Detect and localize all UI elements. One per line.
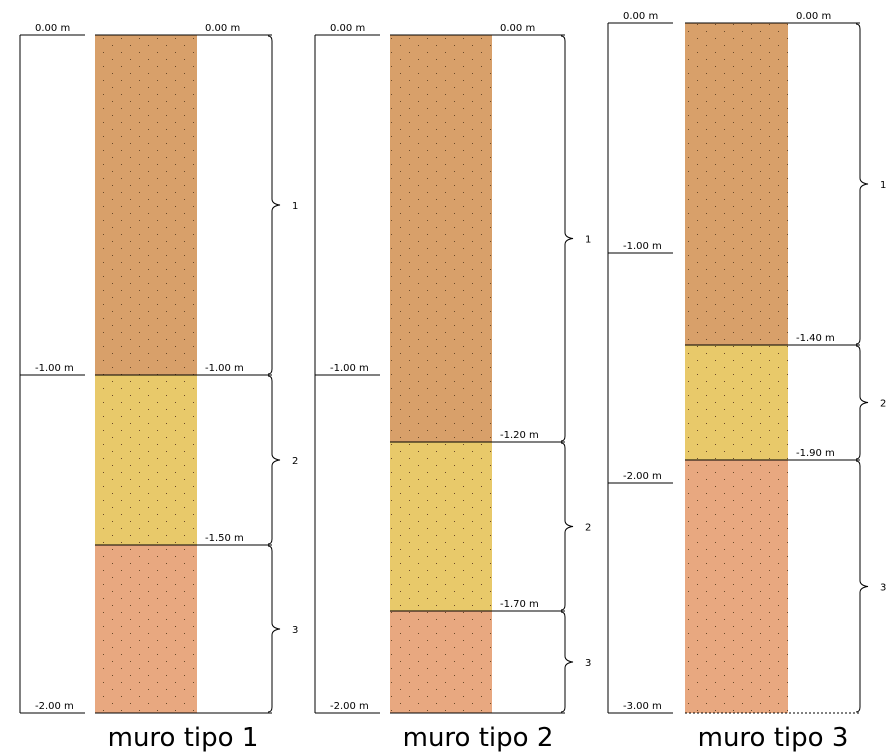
scale-label: -2.00 m bbox=[623, 471, 662, 482]
layer-number: 2 bbox=[585, 523, 591, 534]
layer-brace bbox=[855, 23, 869, 345]
scale-label: -1.00 m bbox=[330, 363, 369, 374]
layer-number: 2 bbox=[292, 456, 298, 467]
layer-number: 3 bbox=[585, 658, 591, 669]
depth-label: 0.00 m bbox=[205, 23, 240, 34]
soil-texture bbox=[685, 23, 788, 345]
soil-texture bbox=[390, 442, 492, 611]
soil-texture bbox=[685, 460, 788, 713]
soil-texture bbox=[95, 35, 197, 375]
depth-label: -1.20 m bbox=[500, 430, 539, 441]
scale-label: -2.00 m bbox=[330, 701, 369, 712]
depth-label: 0.00 m bbox=[796, 11, 831, 22]
depth-label: -1.70 m bbox=[500, 599, 539, 610]
layer-number: 3 bbox=[880, 583, 886, 594]
soil-texture bbox=[390, 35, 492, 442]
scale-label: -3.00 m bbox=[623, 701, 662, 712]
scale-label: -1.00 m bbox=[623, 241, 662, 252]
scale-label: 0.00 m bbox=[330, 23, 365, 34]
layer-brace bbox=[267, 545, 281, 713]
depth-label: -1.40 m bbox=[796, 333, 835, 344]
scale-label: -1.00 m bbox=[35, 363, 74, 374]
scale-label: -2.00 m bbox=[35, 701, 74, 712]
soil-texture bbox=[390, 611, 492, 713]
layer-number: 2 bbox=[880, 399, 886, 410]
layer-number: 1 bbox=[585, 235, 591, 246]
layer-brace bbox=[560, 611, 574, 713]
layer-brace bbox=[560, 442, 574, 611]
column-title: muro tipo 2 bbox=[403, 723, 554, 752]
column-title: muro tipo 3 bbox=[698, 723, 849, 752]
soil-texture bbox=[95, 375, 197, 545]
layer-number: 1 bbox=[292, 201, 298, 212]
layer-brace bbox=[267, 35, 281, 375]
soil-texture bbox=[685, 345, 788, 460]
depth-label: -1.90 m bbox=[796, 448, 835, 459]
depth-label: -1.00 m bbox=[205, 363, 244, 374]
layer-brace bbox=[560, 35, 574, 442]
layer-brace bbox=[855, 345, 869, 460]
layer-brace bbox=[855, 460, 869, 713]
layer-brace bbox=[267, 375, 281, 545]
column-title: muro tipo 1 bbox=[108, 723, 259, 752]
scale-label: 0.00 m bbox=[623, 11, 658, 22]
depth-label: 0.00 m bbox=[500, 23, 535, 34]
scale-label: 0.00 m bbox=[35, 23, 70, 34]
layer-number: 1 bbox=[880, 180, 886, 191]
depth-label: -1.50 m bbox=[205, 533, 244, 544]
layer-number: 3 bbox=[292, 625, 298, 636]
soil-texture bbox=[95, 545, 197, 713]
